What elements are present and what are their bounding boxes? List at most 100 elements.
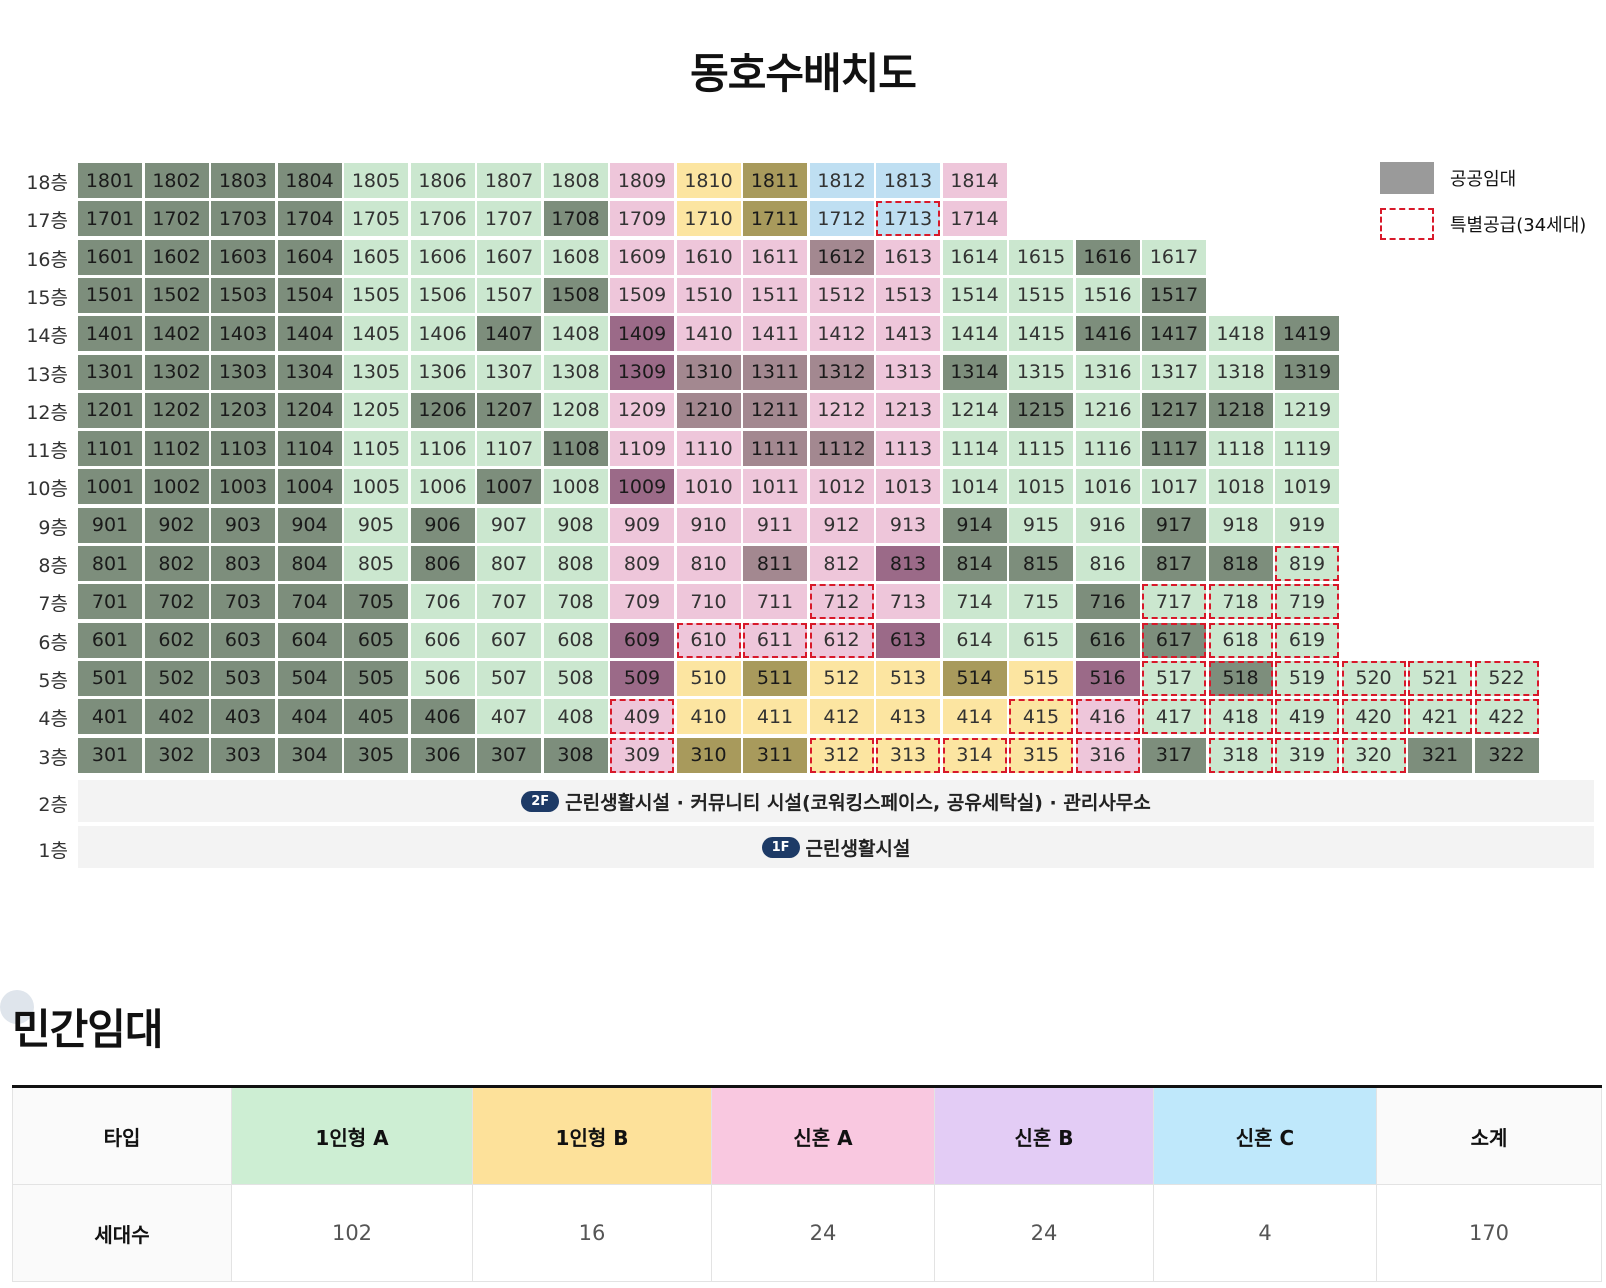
unit-cell: 905 <box>344 507 408 543</box>
unit-cell: 321 <box>1408 737 1472 773</box>
unit-cell: 1118 <box>1208 431 1273 467</box>
unit-cell: 1315 <box>1009 354 1073 390</box>
unit-cell: 1501 <box>78 277 142 313</box>
unit-cell: 1603 <box>211 239 275 275</box>
unit-cell: 1611 <box>743 239 807 275</box>
unit-cell: 1607 <box>477 239 541 275</box>
unit-cell: 912 <box>809 507 874 543</box>
summary-type-4: 신혼 B <box>934 1086 1154 1185</box>
unit-cell: 1515 <box>1009 277 1073 313</box>
unit-cell: 1117 <box>1142 431 1206 467</box>
unit-cell: 906 <box>410 507 475 543</box>
unit-cell: 1509 <box>610 277 674 313</box>
unit-cell: 512 <box>809 660 874 696</box>
unit-cell: 1602 <box>144 239 209 275</box>
unit-cell: 1115 <box>1009 431 1073 467</box>
summary-total: 170 <box>1376 1184 1602 1282</box>
unit-cell: 1213 <box>876 392 940 428</box>
unit-cell: 1015 <box>1009 469 1073 505</box>
unit-cell: 1601 <box>78 239 142 275</box>
unit-cell: 1813 <box>876 163 940 198</box>
floor-label: 12층 <box>26 401 68 424</box>
unit-cell: 1304 <box>277 354 342 390</box>
summary-count-row: 세대수 102 16 24 24 4 170 <box>12 1184 1602 1282</box>
unit-cell: 1503 <box>211 277 275 313</box>
unit-cell: 1713 <box>876 201 940 237</box>
unit-cell: 1402 <box>144 316 209 352</box>
unit-cell: 1504 <box>277 277 342 313</box>
summary-total-label: 소계 <box>1376 1086 1602 1185</box>
unit-cell: 1208 <box>543 392 608 428</box>
floor-label: 11층 <box>26 440 68 463</box>
unit-cell: 1112 <box>809 431 874 467</box>
unit-cell: 1319 <box>1275 354 1339 390</box>
unit-cell: 605 <box>344 622 408 658</box>
unit-cell: 403 <box>211 699 275 735</box>
unit-cell: 811 <box>743 546 807 581</box>
unit-cell: 903 <box>211 507 275 543</box>
unit-cell: 305 <box>344 737 408 773</box>
unit-cell: 907 <box>477 507 541 543</box>
legend-special-label: 특별공급(34세대) <box>1450 215 1587 236</box>
unit-cell: 615 <box>1009 622 1073 658</box>
unit-cell: 1005 <box>344 469 408 505</box>
unit-cell: 819 <box>1275 546 1339 581</box>
unit-cell: 807 <box>477 546 541 581</box>
facility-row: 2F 근린생활시설 · 커뮤니티 시설(코워킹스페이스, 공유세탁실) · 관리사… <box>78 780 1594 822</box>
unit-cell: 411 <box>743 699 807 735</box>
unit-cell: 1211 <box>743 392 807 428</box>
unit-cell: 802 <box>144 546 209 581</box>
unit-cell: 1216 <box>1075 392 1140 428</box>
unit-cell: 1302 <box>144 354 209 390</box>
unit-cell: 1219 <box>1275 392 1339 428</box>
unit-cell: 613 <box>876 622 940 658</box>
unit-cell: 1701 <box>78 201 142 237</box>
unit-cell: 1517 <box>1142 277 1206 313</box>
unit-cell: 1004 <box>277 469 342 505</box>
floor-label: 10층 <box>26 478 68 501</box>
unit-cell: 616 <box>1075 622 1140 658</box>
unit-cell: 1103 <box>211 431 275 467</box>
unit-cell: 1604 <box>277 239 342 275</box>
unit-cell: 1410 <box>676 316 741 352</box>
unit-cell: 817 <box>1142 546 1206 581</box>
floor-label: 6층 <box>38 631 68 654</box>
summary-header-label: 타입 <box>12 1086 232 1185</box>
unit-cell: 1308 <box>543 354 608 390</box>
summary-count-2: 16 <box>472 1184 712 1282</box>
unit-cell: 808 <box>543 546 608 581</box>
unit-cell: 1109 <box>610 431 674 467</box>
unit-cell: 1114 <box>942 431 1007 467</box>
unit-cell: 1202 <box>144 392 209 428</box>
unit-cell: 1811 <box>743 163 807 198</box>
unit-cell: 421 <box>1408 699 1472 735</box>
unit-cell: 415 <box>1009 699 1073 735</box>
unit-cell: 1407 <box>477 316 541 352</box>
unit-cell: 1309 <box>610 354 674 390</box>
unit-cell: 611 <box>743 622 807 658</box>
unit-cell: 1419 <box>1275 316 1339 352</box>
unit-cell: 716 <box>1075 584 1140 620</box>
unit-cell: 1805 <box>344 163 408 198</box>
unit-cell: 1307 <box>477 354 541 390</box>
floor-label: 9층 <box>38 516 68 539</box>
unit-cell: 804 <box>277 546 342 581</box>
unit-cell: 1711 <box>743 201 807 237</box>
floor-label: 15층 <box>26 286 68 309</box>
unit-cell: 308 <box>543 737 608 773</box>
unit-cell: 304 <box>277 737 342 773</box>
unit-cell: 914 <box>942 507 1007 543</box>
unit-cell: 318 <box>1208 737 1273 773</box>
unit-cell: 1413 <box>876 316 940 352</box>
unit-cell: 521 <box>1408 660 1472 696</box>
unit-cell: 416 <box>1075 699 1140 735</box>
unit-cell: 813 <box>876 546 940 581</box>
unit-cell: 412 <box>809 699 874 735</box>
unit-cell: 1612 <box>809 239 874 275</box>
page-title: 동호수배치도 <box>690 49 917 98</box>
summary-type-2: 1인형 B <box>472 1086 712 1185</box>
unit-cell: 1702 <box>144 201 209 237</box>
unit-cell: 805 <box>344 546 408 581</box>
unit-cell: 1008 <box>543 469 608 505</box>
unit-cell: 1804 <box>277 163 342 198</box>
